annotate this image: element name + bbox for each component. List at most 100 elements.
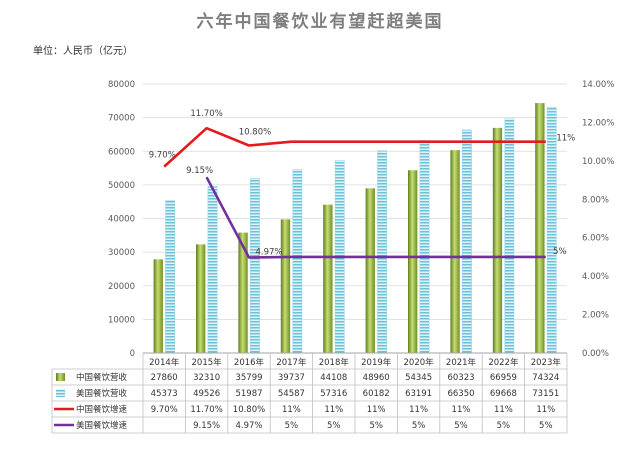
y-right-tick-label: 0.00%	[582, 349, 609, 359]
y-right-tick-label: 10.00%	[582, 157, 614, 167]
table-cell: 27860	[151, 373, 178, 383]
legend-label: 中国餐饮增速	[76, 404, 128, 415]
table-cell: 11%	[409, 405, 428, 415]
table-cell: 10.80%	[233, 405, 265, 415]
line-cn-growth	[163, 126, 546, 168]
table-cell: 69668	[490, 389, 517, 399]
x-category-label: 2017年	[276, 357, 307, 368]
bar-cn-revenue	[153, 259, 163, 353]
bar-cn-revenue	[196, 244, 206, 353]
bar-cn-revenue	[280, 219, 291, 353]
table-cell: 60182	[363, 389, 390, 399]
table-cell: 54345	[405, 373, 432, 383]
bar-us-revenue	[165, 200, 176, 354]
legend-key-bar	[56, 373, 65, 381]
lines	[163, 126, 546, 259]
table-cell: 35799	[235, 373, 262, 383]
bar-us-revenue	[377, 150, 387, 354]
table-cell: 5%	[285, 421, 299, 431]
table-cell: 11%	[494, 405, 513, 415]
y-left-tick-label: 40000	[108, 215, 135, 225]
x-category-label: 2023年	[531, 357, 562, 368]
table-cell: 11%	[282, 405, 301, 415]
table-cell: 57316	[320, 389, 347, 399]
table-cell: 5%	[539, 421, 553, 431]
table-cell: 5%	[327, 421, 341, 431]
table-cell: 39737	[278, 373, 305, 383]
data-label-us-growth: 5%	[553, 247, 567, 257]
table-cell: 66350	[447, 389, 474, 399]
table-cell: 66959	[490, 373, 517, 383]
grid	[143, 83, 567, 320]
y-right-tick-label: 12.00%	[582, 118, 614, 128]
table-cell: 11%	[367, 405, 386, 415]
bar-us-revenue	[546, 106, 557, 354]
table-cell: 4.97%	[235, 421, 262, 431]
x-category-label: 2016年	[234, 357, 265, 368]
y-right-tick-label: 6.00%	[582, 234, 609, 244]
data-labels: 9.70% 11.70% 10.80% 11% 9.15% 4.97% 5%	[149, 109, 576, 257]
bar-cn-revenue	[238, 232, 248, 353]
axes: 0 10000 20000 30000 40000 50000 60000 70000 8000…	[108, 80, 614, 359]
y-left-tick-label: 20000	[108, 282, 135, 292]
table-cell: 32310	[193, 373, 220, 383]
y-left-tick-label: 30000	[108, 248, 135, 258]
legend-key-bar	[56, 389, 65, 397]
x-category-label: 2015年	[192, 357, 223, 368]
table-cell: 5%	[454, 421, 468, 431]
table-cell: 74324	[532, 373, 559, 383]
bar-us-revenue	[504, 118, 515, 354]
line-us-growth	[205, 176, 546, 259]
data-label-us-growth: 9.15%	[186, 166, 213, 176]
y-right-tick-label: 8.00%	[582, 195, 609, 205]
bar-cn-revenue	[408, 170, 418, 353]
y-left-tick-label: 70000	[108, 114, 135, 124]
table-cell: 45373	[151, 389, 178, 399]
x-category-label: 2022年	[488, 357, 519, 368]
x-category-label: 2014年	[149, 357, 180, 368]
y-left-tick-label: 10000	[108, 315, 135, 325]
table-cell: 60323	[447, 373, 474, 383]
data-label-us-growth: 4.97%	[255, 248, 282, 258]
bar-cn-revenue	[492, 127, 503, 353]
table-cell: 51987	[235, 389, 262, 399]
table-cell: 9.15%	[193, 421, 220, 431]
bar-us-revenue	[250, 177, 260, 354]
x-category-label: 2018年	[319, 357, 350, 368]
y-left-tick-label: 50000	[108, 181, 135, 191]
table-cell: 5%	[369, 421, 383, 431]
table-cell: 54587	[278, 389, 305, 399]
y-right-tick-label: 4.00%	[582, 272, 609, 282]
y-left-tick-label: 80000	[108, 80, 135, 90]
table-cell: 5%	[412, 421, 426, 431]
table-cell: 9.70%	[151, 405, 178, 415]
table-cell: 44108	[320, 373, 347, 383]
table-cell: 63191	[405, 389, 432, 399]
bar-cn-revenue	[323, 204, 333, 353]
data-label-cn-growth: 11.70%	[190, 109, 222, 119]
bar-us-revenue	[419, 140, 430, 354]
data-label-cn-growth: 10.80%	[239, 127, 271, 137]
table-cell: 48960	[363, 373, 390, 383]
legend-label: 中国餐饮营收	[76, 372, 128, 383]
data-table: 2014年 2015年 2016年 2017年 2018年 2019年 2020年 2021年…	[51, 352, 568, 434]
bar-cn-revenue	[365, 188, 375, 353]
table-cell: 11.70%	[190, 405, 222, 415]
table-cell: 5%	[497, 421, 511, 431]
legend-label: 美国餐饮营收	[76, 388, 128, 399]
table-cell: 11%	[536, 405, 555, 415]
bar-cn-revenue	[450, 150, 460, 353]
x-category-label: 2020年	[404, 357, 435, 368]
x-category-label: 2019年	[361, 357, 392, 368]
y-left-tick-label: 60000	[108, 147, 135, 157]
legend-label: 美国餐饮增速	[76, 420, 128, 431]
table-cell: 11%	[452, 405, 471, 415]
data-label-cn-growth: 9.70%	[149, 151, 176, 161]
bar-us-revenue	[207, 186, 218, 354]
y-right-tick-label: 14.00%	[582, 80, 614, 90]
x-category-label: 2021年	[446, 357, 477, 368]
chart-title: 六年中国餐饮业有望赶超美国	[197, 11, 444, 32]
bar-us-revenue	[292, 169, 303, 354]
table-cell: 73151	[532, 389, 559, 399]
